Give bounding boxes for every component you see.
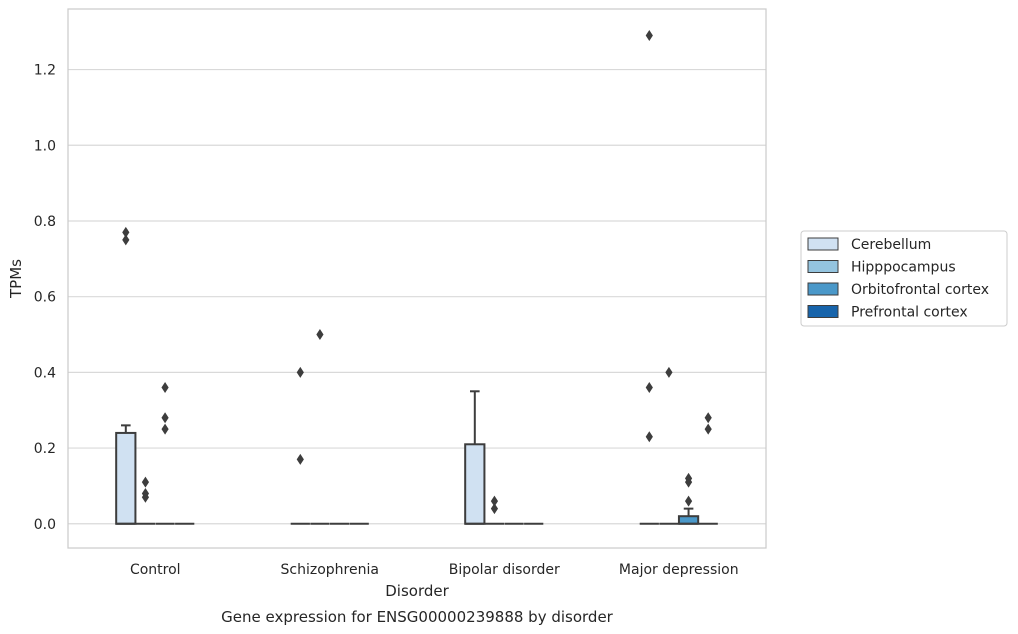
- outlier-point: [704, 423, 712, 435]
- y-tick-label: 0.4: [34, 365, 56, 381]
- legend-label: Orbitofrontal cortex: [851, 282, 989, 298]
- legend-item: Orbitofrontal cortex: [807, 282, 989, 298]
- box-plot: [698, 412, 718, 525]
- x-tick-label: Schizophrenia: [281, 562, 379, 578]
- chart-caption: Gene expression for ENSG00000239888 by d…: [221, 608, 614, 626]
- y-axis-label: TPMs: [7, 259, 25, 299]
- outlier-point: [490, 495, 499, 507]
- box-iqr: [677, 515, 700, 525]
- outlier-point: [161, 423, 169, 435]
- legend-swatch: [807, 305, 839, 318]
- outlier-point: [316, 329, 324, 341]
- y-tick-label: 0.6: [34, 290, 56, 306]
- outlier-point: [645, 382, 653, 394]
- outlier-point: [161, 412, 169, 424]
- outlier-point: [704, 412, 712, 424]
- legend-label: Prefrontal cortex: [851, 305, 968, 321]
- legend-item: Cerebellum: [807, 237, 931, 253]
- legend-item: Prefrontal cortex: [807, 305, 968, 321]
- legend-item: Hipppocampus: [807, 260, 956, 276]
- x-tick-label: Major depression: [619, 562, 739, 578]
- legend-items: Cerebellum Hipppocampus Orbitofrontal cort…: [807, 237, 989, 321]
- box-plot: [464, 390, 486, 525]
- x-tick-label: Bipolar disorder: [449, 562, 560, 578]
- box-plot: [310, 329, 330, 525]
- outlier-point: [122, 226, 130, 238]
- y-tick-label: 1.2: [34, 63, 56, 79]
- outlier-point: [296, 453, 304, 465]
- box-plot: [484, 495, 505, 525]
- x-axis-label: Disorder: [385, 582, 449, 600]
- plot-area: [67, 8, 767, 549]
- box-plot: [155, 382, 175, 525]
- grid: [68, 68, 766, 525]
- box-plot: [639, 29, 659, 525]
- legend-swatch: [807, 237, 839, 251]
- x-tick-label: Control: [130, 562, 181, 578]
- legend-label: Hipppocampus: [851, 260, 956, 276]
- y-tick-label: 0.8: [34, 214, 56, 230]
- box-iqr: [115, 431, 137, 525]
- legend-swatch: [807, 282, 839, 296]
- box-plots: [115, 29, 718, 525]
- x-axis-ticks: Control Schizophrenia Bipolar disorder Majo…: [130, 562, 739, 578]
- y-tick-label: 1.0: [34, 138, 56, 154]
- outlier-point: [490, 503, 499, 515]
- box-plot: [115, 226, 137, 525]
- y-axis-ticks: 0.0 0.2 0.4 0.6 0.8 1.0 1.2: [34, 63, 56, 533]
- outlier-point: [645, 29, 653, 41]
- outlier-point: [141, 487, 150, 499]
- outlier-point: [645, 431, 653, 443]
- y-tick-label: 0.2: [34, 441, 56, 457]
- outlier-point: [122, 234, 130, 246]
- y-tick-label: 0.0: [34, 517, 56, 533]
- box-plot: [135, 476, 156, 525]
- outlier-point: [141, 476, 150, 488]
- outlier-point: [684, 472, 693, 484]
- outlier-point: [684, 495, 693, 507]
- legend-label: Cerebellum: [851, 237, 931, 253]
- box-plot: [290, 366, 310, 525]
- box-iqr: [464, 443, 486, 525]
- legend: Cerebellum Hipppocampus Orbitofrontal cort…: [800, 230, 1008, 327]
- outlier-point: [296, 366, 304, 378]
- outlier-point: [665, 366, 673, 378]
- box-plot: [677, 472, 700, 525]
- legend-frame: [800, 230, 1008, 327]
- legend-swatch: [807, 260, 839, 273]
- outlier-point: [161, 382, 169, 394]
- box-plot: [659, 366, 679, 525]
